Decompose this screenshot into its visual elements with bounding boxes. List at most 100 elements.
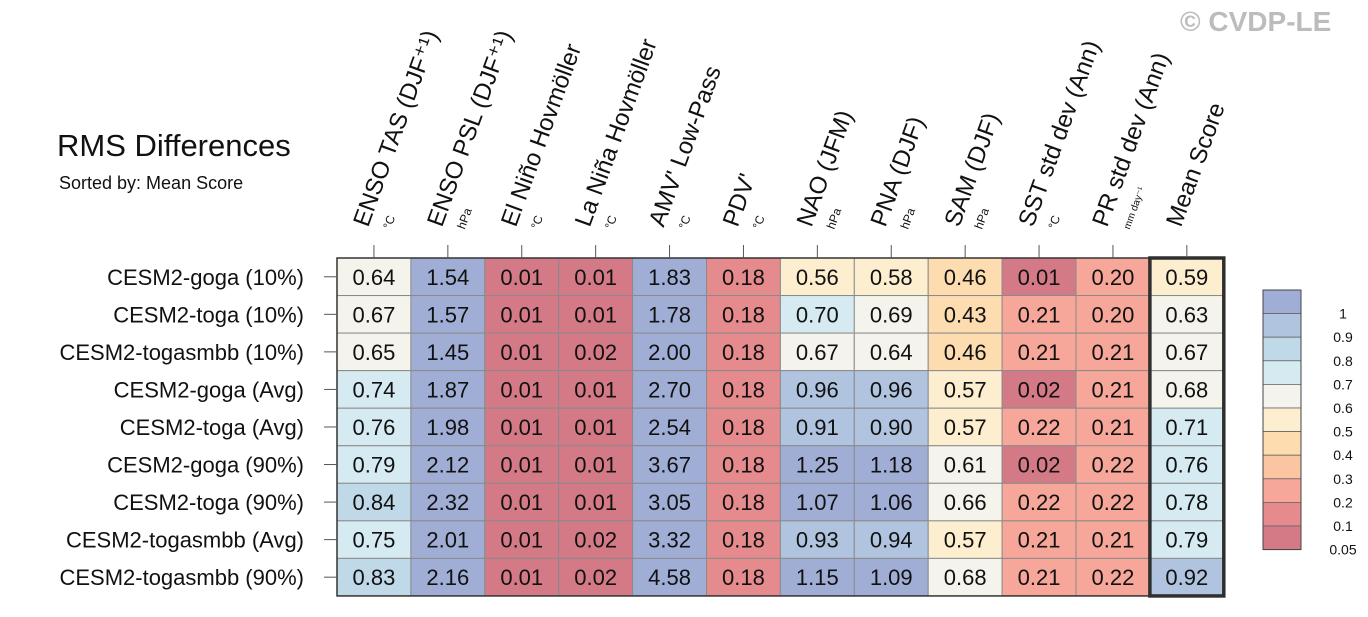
heatmap-cell — [410, 482, 486, 522]
heatmap-cell — [1001, 407, 1077, 447]
cell-value: 0.78 — [1165, 490, 1208, 515]
cell-value: 0.67 — [1165, 340, 1208, 365]
cell-value: 1.25 — [796, 453, 839, 478]
cell-value: 1.87 — [426, 377, 469, 402]
heatmap-cell — [706, 520, 781, 559]
watermark: © CVDP-LE — [1180, 6, 1332, 37]
colorbar-swatch — [1262, 478, 1302, 503]
heatmap-cell — [1075, 520, 1151, 559]
heatmap-cell — [1001, 332, 1077, 372]
cell-value: 1.98 — [426, 415, 469, 440]
cell-value: 2.01 — [426, 528, 469, 553]
heatmap-cell — [336, 407, 412, 447]
cell-value: 1.18 — [870, 453, 913, 478]
chart-title: RMS Differences — [57, 128, 291, 163]
cell-value: 0.18 — [722, 265, 765, 290]
cell-value: 0.65 — [353, 340, 396, 365]
cell-value: 0.79 — [353, 453, 396, 478]
heatmap-cell — [484, 557, 560, 597]
row-label: CESM2-togasmbb (10%) — [59, 340, 304, 365]
cell-value: 0.68 — [1165, 377, 1208, 402]
col-label-group: PDV'°C — [718, 170, 768, 231]
cell-value: 0.01 — [500, 265, 543, 290]
colorbar-border — [1262, 289, 1302, 551]
col-unit: °C — [1045, 213, 1063, 231]
cell-value: 2.54 — [648, 415, 691, 440]
heatmap-cell — [779, 370, 855, 409]
heatmap-cell — [336, 557, 412, 597]
cell-value: 2.12 — [426, 453, 469, 478]
colorbar-swatch — [1262, 313, 1302, 338]
colorbar-swatch — [1262, 336, 1302, 362]
cell-value: 2.32 — [426, 490, 469, 515]
heatmap-cell — [632, 520, 707, 559]
heatmap-cell — [1075, 445, 1151, 484]
heatmap-cell — [1001, 370, 1077, 409]
heatmap-cell — [558, 445, 634, 484]
col-label-group: SAM (DJF)hPa — [939, 109, 1005, 231]
heatmap-cell — [558, 520, 634, 559]
colorbar-label: 0.9 — [1333, 329, 1353, 345]
heatmap-cell — [927, 445, 1003, 484]
col-unit: hPa — [824, 206, 845, 231]
cell-value: 0.64 — [870, 340, 913, 365]
heatmap-cell — [410, 445, 486, 484]
cell-value: 0.21 — [1092, 528, 1135, 553]
heatmap-cell — [927, 332, 1003, 372]
heatmap-cell — [779, 295, 855, 334]
cell-value: 2.16 — [426, 565, 469, 590]
cell-value: 0.01 — [500, 453, 543, 478]
cell-value: 0.21 — [1018, 340, 1061, 365]
colorbar-label: 0.8 — [1333, 353, 1353, 369]
cell-value: 0.18 — [722, 415, 765, 440]
cell-value: 0.43 — [944, 302, 987, 327]
cell-value: 0.22 — [1092, 490, 1135, 515]
cell-value: 0.01 — [500, 377, 543, 402]
cell-value: 0.21 — [1092, 415, 1135, 440]
cell-value: 0.22 — [1018, 415, 1061, 440]
col-unit: °C — [750, 213, 768, 231]
colorbar-label: 0.6 — [1333, 400, 1353, 416]
heatmap-cell — [558, 557, 634, 597]
cell-value: 0.01 — [500, 302, 543, 327]
heatmap-cell — [558, 407, 634, 447]
cell-value: 0.18 — [722, 302, 765, 327]
cell-value: 0.18 — [722, 565, 765, 590]
cell-value: 3.32 — [648, 528, 691, 553]
col-unit: hPa — [898, 206, 919, 231]
heatmap-cell — [410, 370, 486, 409]
heatmap-cell — [484, 370, 560, 409]
cell-value: 0.67 — [796, 340, 839, 365]
cell-value: 0.21 — [1018, 302, 1061, 327]
heatmap-cell — [632, 482, 707, 522]
heatmap-cell — [632, 370, 707, 409]
cell-value: 1.83 — [648, 265, 691, 290]
cell-value: 0.02 — [1018, 377, 1061, 402]
cell-value: 0.01 — [574, 415, 617, 440]
cell-value: 0.18 — [722, 490, 765, 515]
colorbar-label: 0.1 — [1333, 518, 1353, 534]
colorbar-swatch — [1262, 289, 1302, 315]
cell-value: 2.70 — [648, 377, 691, 402]
heatmap-cell — [1075, 370, 1151, 409]
cell-value: 0.57 — [944, 528, 987, 553]
heatmap-cell — [779, 445, 855, 484]
heatmap-cell — [1001, 520, 1077, 559]
heatmap-cell — [1149, 407, 1225, 447]
heatmap-cell — [558, 332, 634, 372]
cell-value: 1.78 — [648, 302, 691, 327]
heatmap-cell — [632, 445, 707, 484]
cell-value: 0.01 — [500, 565, 543, 590]
cell-value: 0.96 — [870, 377, 913, 402]
cell-value: 0.58 — [870, 265, 913, 290]
heatmap-cell — [336, 332, 412, 372]
cell-value: 1.09 — [870, 565, 913, 590]
cell-value: 0.63 — [1165, 302, 1208, 327]
cell-value: 0.67 — [353, 302, 396, 327]
cell-value: 0.56 — [796, 265, 839, 290]
cell-value: 1.54 — [426, 265, 469, 290]
heatmap-cell — [1075, 295, 1151, 334]
heatmap-cell — [706, 370, 781, 409]
col-label: Mean Score — [1161, 99, 1231, 230]
